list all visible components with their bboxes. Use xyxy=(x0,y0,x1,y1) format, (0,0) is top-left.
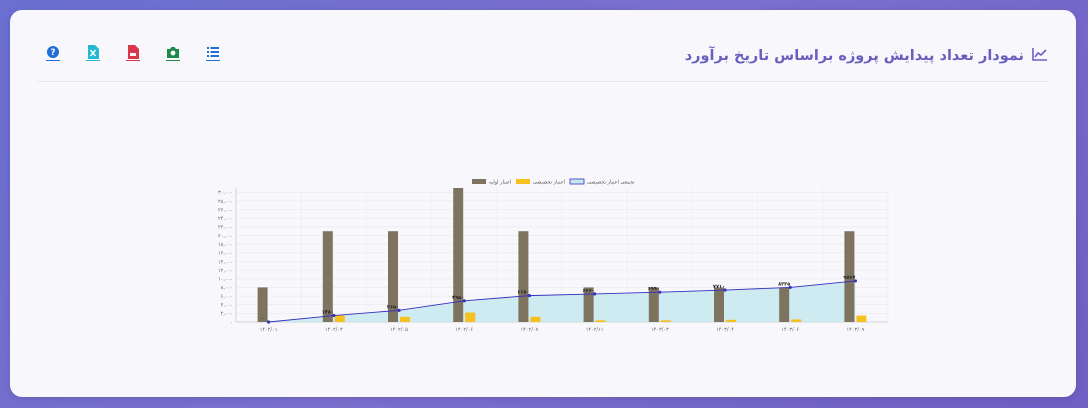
y-tick-label: ۲۲,۰۰۰ xyxy=(218,225,233,231)
y-tick-label: ۲۶,۰۰۰ xyxy=(218,207,233,213)
y-tick-label: ۳۰,۰۰۰ xyxy=(218,190,233,196)
bar-allocated-credit xyxy=(791,319,802,322)
bar-initial-credit xyxy=(322,231,333,322)
bar-allocated-credit xyxy=(334,315,345,322)
y-tick-label: ۱۰,۰۰۰ xyxy=(218,277,233,283)
x-tick-label: ۱۴۰۳/۰۴ xyxy=(716,327,734,333)
x-axis-labels: ۱۴۰۲/۰۱ ۱۴۰۲/۰۳ ۱۴۰۲/۰۵ ۱۴۰۲/۰۶ ۱۴۰۲/۰۷ ۱۴۰۲/… xyxy=(260,327,865,333)
y-axis-labels: ۰ ۲,۰۰۰ ۴,۰۰۰ ۶,۰۰۰ ۸,۰۰۰ ۱۰,۰۰۰ ۱۲,۰۰۰ ۱۴,۰۰۰ ۱… xyxy=(218,190,233,326)
bar-initial-credit xyxy=(388,231,398,322)
bar-initial-credit xyxy=(583,287,594,322)
legend-label: اعتبار تخصیصی xyxy=(533,180,565,186)
chart-bars xyxy=(257,188,867,322)
x-tick-label: ۱۴۰۲/۰۱ xyxy=(260,327,278,333)
bar-initial-credit xyxy=(844,231,855,322)
x-tick-label: ۱۴۰۲/۰۵ xyxy=(390,327,408,333)
y-tick-label: ۱۴,۰۰۰ xyxy=(218,259,233,265)
bar-allocated-credit xyxy=(726,319,736,322)
x-tick-label: ۱۴۰۲/۰۷ xyxy=(520,327,538,333)
pdf-icon xyxy=(127,44,139,59)
cumulative-value-label: ۹۷۶۷ xyxy=(843,275,855,281)
cumulative-point xyxy=(723,288,727,292)
y-tick-label: ۲۴,۰۰۰ xyxy=(218,216,233,222)
cumulative-value-label: ۱۴۸۰ xyxy=(322,310,334,316)
camera-icon xyxy=(166,45,180,59)
cumulative-point xyxy=(267,320,271,324)
cumulative-point xyxy=(853,279,858,283)
chart-title: نمودار تعداد پیدایش پروژه براساس تاریخ ب… xyxy=(684,47,1024,64)
bar-allocated-credit xyxy=(530,316,541,322)
bar-initial-credit xyxy=(518,231,529,322)
cumulative-area-fill xyxy=(268,280,856,322)
y-tick-label: ۴,۰۰۰ xyxy=(221,303,233,309)
cumulative-value-label: ۶۹۹۰ xyxy=(648,286,660,292)
cumulative-line xyxy=(267,279,858,324)
bar-allocated-credit xyxy=(660,320,671,322)
list-icon xyxy=(206,45,220,59)
legend-label: اعتبار اولیه xyxy=(489,180,511,186)
bar-initial-credit xyxy=(779,287,790,322)
x-tick-label: ۱۴۰۲/۰۶ xyxy=(455,327,473,333)
y-tick-label: ۱۲,۰۰۰ xyxy=(218,268,233,274)
cumulative-point xyxy=(397,308,401,312)
cumulative-polyline xyxy=(268,280,856,323)
chart-card: نمودار تعداد پیدایش پروژه براساس تاریخ ب… xyxy=(10,10,1076,397)
y-tick-label: ۸,۰۰۰ xyxy=(221,285,233,291)
legend-swatch xyxy=(516,179,530,184)
screenshot-button[interactable] xyxy=(164,45,182,67)
cumulative-area xyxy=(268,280,856,322)
bar-initial-credit xyxy=(648,287,659,322)
cumulative-point xyxy=(658,290,662,294)
y-tick-label: ۶,۰۰۰ xyxy=(221,294,233,300)
cumulative-value-label: ۶۶۶۰ xyxy=(582,288,594,294)
cumulative-point xyxy=(527,294,531,298)
cumulative-value-label: ۰ xyxy=(261,316,264,322)
y-tick-label: ۲۰,۰۰۰ xyxy=(218,233,233,239)
cumulative-value-label: ۴۹۵۰ xyxy=(452,295,464,301)
y-tick-label: ۲,۰۰۰ xyxy=(221,311,233,317)
x-tick-label: ۱۴۰۲/۱۱ xyxy=(586,327,604,333)
export-pdf-button[interactable] xyxy=(124,44,142,67)
card-header: نمودار تعداد پیدایش پروژه براساس تاریخ ب… xyxy=(38,30,1048,82)
bar-allocated-credit xyxy=(856,315,867,322)
cumulative-value-label: ۶۱۸۰ xyxy=(517,290,529,296)
cumulative-value-label: ۲۶۵۰ xyxy=(387,304,399,310)
export-excel-button[interactable] xyxy=(84,44,102,67)
bar-allocated-credit xyxy=(595,320,606,322)
y-tick-label: ۰ xyxy=(230,320,233,326)
cumulative-value-label: ۸۳۲۵ xyxy=(778,281,790,287)
y-tick-label: ۲۸,۰۰۰ xyxy=(218,199,233,205)
bar-initial-credit xyxy=(257,287,268,322)
help-button[interactable]: ? xyxy=(44,45,62,67)
bar-initial-credit xyxy=(714,287,724,322)
cumulative-value-label: ۷۷۱۰ xyxy=(713,284,725,290)
cumulative-point xyxy=(332,313,336,318)
chart-legend: اعتبار اولیه اعتبار تخصیصی تجمعی اعتبار تخ… xyxy=(472,178,635,186)
bar-allocated-credit xyxy=(465,312,476,322)
legend-swatch xyxy=(472,179,486,184)
title-wrap: نمودار تعداد پیدایش پروژه براساس تاریخ ب… xyxy=(685,46,1048,65)
svg-text:?: ? xyxy=(50,48,55,58)
x-tick-label: ۱۴۰۳/۰۶ xyxy=(781,327,799,333)
cumulative-point xyxy=(788,285,792,290)
data-list-button[interactable] xyxy=(204,45,222,67)
y-tick-label: ۱۶,۰۰۰ xyxy=(218,251,233,257)
chart-plot: اعتبار اولیه اعتبار تخصیصی تجمعی اعتبار تخ… xyxy=(218,178,889,333)
cumulative-point xyxy=(462,299,466,303)
y-tick-label: ۱۸,۰۰۰ xyxy=(218,242,233,248)
chart-line-icon xyxy=(1032,46,1048,65)
x-tick-label: ۱۴۰۲/۰۳ xyxy=(325,327,343,333)
bar-initial-credit xyxy=(453,188,464,322)
legend-label: تجمعی اعتبار تخصیصی xyxy=(587,180,635,186)
help-icon: ? xyxy=(46,45,60,59)
legend-swatch xyxy=(569,178,585,185)
x-tick-label: ۱۴۰۳/۰۹ xyxy=(846,327,864,333)
chart-toolbar: ? xyxy=(38,44,222,67)
bar-allocated-credit xyxy=(400,316,410,322)
cumulative-data-labels: ۰ ۱۴۸۰ ۲۶۵۰ ۴۹۵۰ ۶۱۸۰ ۶۶۶۰ ۶۹۹۰ ۷۷۱۰ ۸۳۲۵ ۹۷۶۷ xyxy=(261,275,855,322)
cumulative-point xyxy=(593,292,597,296)
excel-icon xyxy=(87,44,99,59)
x-tick-label: ۱۴۰۳/۰۳ xyxy=(651,327,669,333)
